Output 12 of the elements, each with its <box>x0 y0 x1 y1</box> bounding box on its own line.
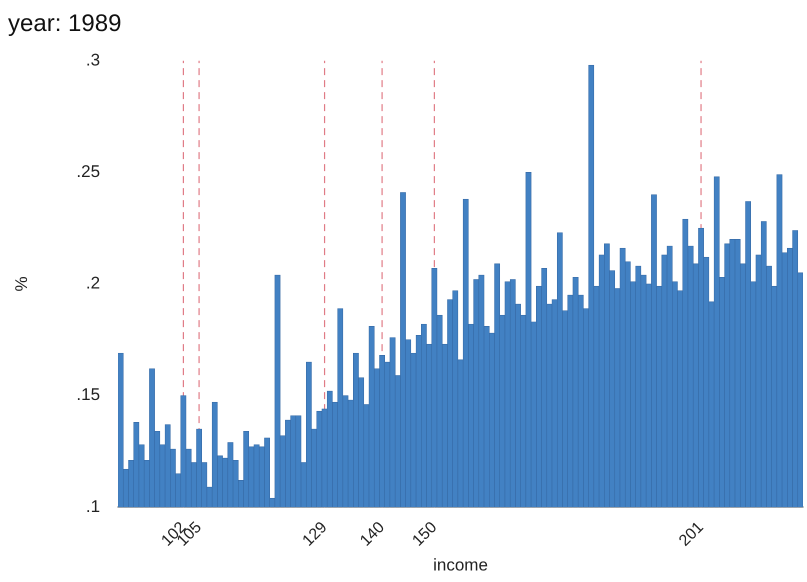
x-tick-label: 201 <box>676 518 708 550</box>
y-tick-label: .15 <box>76 385 100 404</box>
y-tick-label: .1 <box>86 496 100 516</box>
x-tick-label: 140 <box>357 518 388 550</box>
x-tick-label: 129 <box>300 518 331 550</box>
chart-title: year: 1989 <box>8 10 122 38</box>
y-tick-label: .3 <box>86 50 100 70</box>
x-tick-label: 150 <box>409 518 440 550</box>
x-axis-title: income <box>433 555 488 574</box>
y-axis-title: % <box>12 276 31 292</box>
y-tick-label: .2 <box>86 274 100 293</box>
y-tick-label: .25 <box>76 162 100 182</box>
